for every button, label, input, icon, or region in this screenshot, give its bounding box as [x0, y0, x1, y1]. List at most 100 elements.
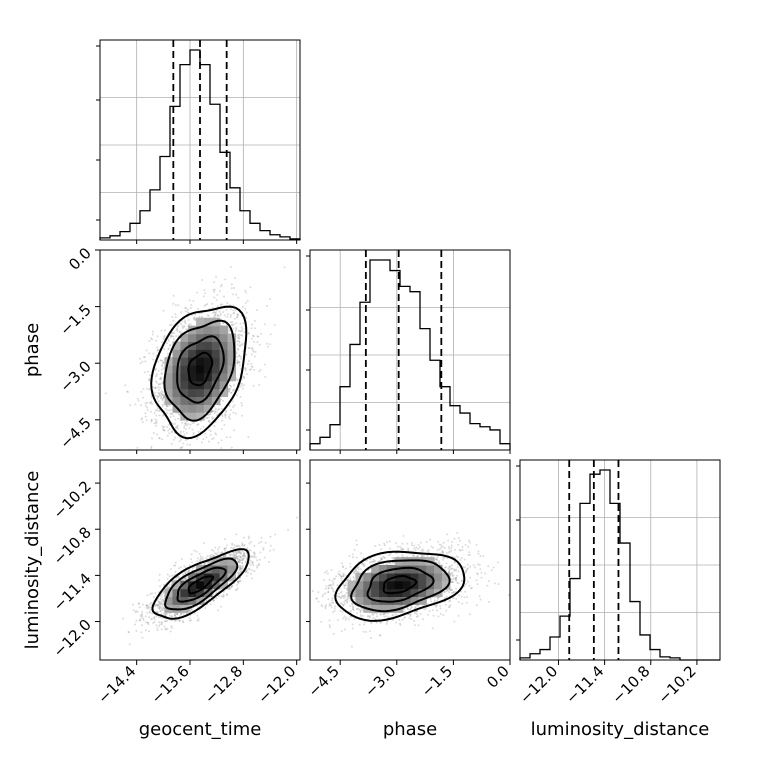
sample-point [162, 591, 165, 594]
sample-point [159, 604, 162, 607]
sample-point [159, 610, 162, 613]
sample-point [234, 329, 237, 332]
sample-point [159, 623, 161, 626]
sample-point [231, 323, 233, 326]
sample-point [161, 621, 163, 624]
sample-point [156, 386, 159, 389]
sample-point [215, 597, 218, 600]
sample-point [140, 614, 143, 617]
density-cell [211, 364, 221, 374]
sample-point [162, 396, 165, 399]
sample-point [149, 402, 152, 405]
sample-point [200, 312, 203, 315]
sample-point [269, 549, 271, 552]
sample-point [216, 409, 219, 411]
density-cell [211, 372, 221, 382]
sample-point [141, 636, 144, 639]
sample-point [167, 429, 170, 432]
sample-point [245, 373, 248, 376]
sample-point [239, 565, 242, 568]
sample-point [242, 376, 245, 379]
sample-point [173, 338, 175, 341]
sample-point [156, 629, 159, 632]
sample-point [156, 409, 159, 412]
sample-point [166, 342, 168, 345]
sample-point [220, 447, 223, 449]
sample-point [233, 552, 236, 555]
sample-point [170, 412, 173, 415]
sample-point [146, 604, 148, 607]
sample-point [260, 536, 263, 539]
sample-point [181, 421, 183, 424]
sample-point [176, 613, 179, 616]
sample-point [240, 384, 243, 387]
sample-point [171, 574, 174, 577]
sample-point [188, 426, 191, 429]
sample-point [181, 446, 184, 448]
sample-point [174, 561, 177, 564]
sample-point [239, 395, 242, 398]
sample-point [164, 451, 166, 453]
sample-point [235, 588, 238, 591]
sample-point [238, 568, 241, 571]
sample-point [228, 586, 231, 589]
sample-point [237, 555, 240, 558]
sample-point [241, 558, 244, 560]
sample-point [161, 438, 163, 441]
sample-point [186, 311, 189, 314]
sample-point [248, 542, 251, 545]
sample-point [166, 352, 169, 355]
sample-point [179, 330, 181, 333]
sample-point [230, 553, 232, 556]
sample-point [238, 569, 241, 572]
sample-point [260, 332, 262, 335]
sample-point [138, 619, 141, 622]
sample-point [181, 324, 184, 327]
sample-point [159, 391, 162, 394]
sample-point [166, 573, 169, 576]
sample-point [223, 547, 226, 550]
axes-frame [309, 249, 511, 451]
sample-point [214, 432, 217, 435]
sample-point [160, 596, 163, 599]
sample-point [250, 577, 253, 580]
sample-point [231, 585, 234, 587]
sample-point [156, 373, 159, 376]
sample-point [160, 628, 163, 631]
sample-point [224, 549, 227, 552]
sample-point [258, 562, 260, 565]
sample-point [223, 548, 226, 551]
sample-point [189, 307, 192, 309]
sample-point [154, 604, 157, 607]
sample-point [160, 621, 163, 624]
sample-point [252, 384, 255, 387]
density-cell [219, 341, 229, 350]
sample-point [150, 420, 153, 423]
sample-point [135, 629, 138, 632]
sample-point [246, 571, 249, 574]
sample-point [251, 366, 254, 368]
sample-point [153, 412, 156, 414]
sample-point [151, 612, 154, 615]
sample-point [157, 400, 160, 403]
sample-point [176, 327, 179, 330]
sample-point [164, 620, 167, 623]
sample-point [132, 609, 135, 612]
sample-point [159, 395, 162, 398]
sample-point [155, 421, 157, 424]
sample-point [225, 554, 227, 557]
sample-point [230, 321, 232, 323]
sample-point [176, 612, 179, 615]
sample-point [162, 396, 165, 399]
sample-point [173, 332, 176, 335]
density-cell [227, 333, 236, 342]
sample-point [136, 610, 139, 613]
sample-point [250, 327, 253, 330]
sample-point [254, 350, 257, 353]
sample-point [243, 552, 245, 555]
sample-point [248, 568, 251, 571]
sample-point [238, 559, 241, 561]
sample-point [212, 549, 215, 552]
sample-point [238, 566, 241, 569]
sample-point [215, 299, 218, 301]
